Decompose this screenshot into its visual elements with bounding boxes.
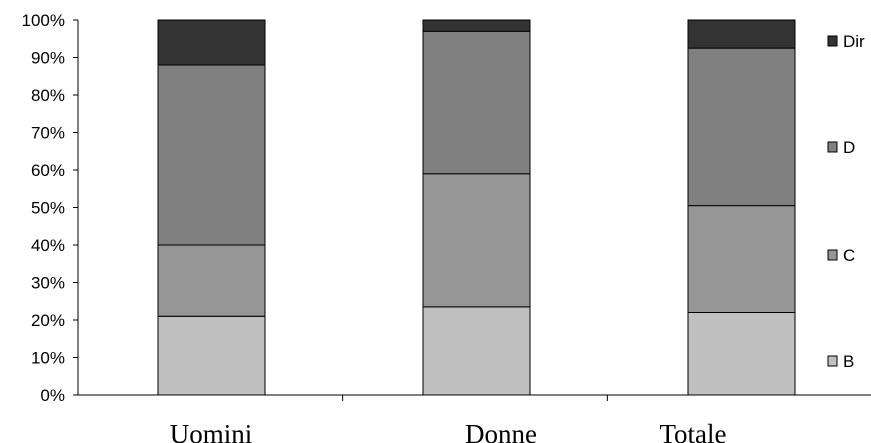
- bar-segment-dir-donne: [422, 19, 531, 32]
- category-label-uomini: Uomini: [170, 419, 253, 443]
- legend-swatch-b: [827, 355, 838, 367]
- y-tick-label: 30%: [31, 274, 65, 293]
- legend-swatch-d: [827, 141, 838, 153]
- legend-label-dir: Dir: [843, 32, 865, 51]
- y-tick-label: 60%: [31, 161, 65, 180]
- bars: [157, 19, 796, 396]
- x-axis: [78, 394, 871, 401]
- y-tick-label: 0%: [40, 386, 65, 405]
- legend-label-c: C: [843, 246, 855, 265]
- y-tick-label: 70%: [31, 124, 65, 143]
- legend: Dir D C B: [827, 32, 865, 371]
- y-tick-label: 10%: [31, 349, 65, 368]
- category-label-donne: Donne: [465, 419, 537, 443]
- bar-segment-c-donne: [422, 173, 531, 308]
- legend-swatch-c: [827, 249, 838, 261]
- legend-swatch-dir: [827, 35, 838, 47]
- y-tick-label: 80%: [31, 86, 65, 105]
- y-tick-label: 90%: [31, 49, 65, 68]
- y-tick-label: 20%: [31, 311, 65, 330]
- bar-segment-d-totale: [687, 47, 796, 207]
- legend-label-b: B: [843, 352, 854, 371]
- y-tick-label: 40%: [31, 236, 65, 255]
- bar-segment-d-donne: [422, 30, 531, 175]
- bar-segment-dir-totale: [687, 19, 796, 49]
- bar-segment-c-uomini: [157, 244, 266, 317]
- bar-segment-c-totale: [687, 205, 796, 313]
- bar-segment-b-totale: [687, 312, 796, 396]
- bar-segment-dir-uomini: [157, 19, 266, 66]
- y-tick-label: 100%: [22, 11, 65, 30]
- y-axis: 0% 10% 20% 30% 40% 50% 60% 70% 80% 90% 100%: [22, 11, 79, 405]
- category-label-totale: Totale: [659, 419, 726, 443]
- bar-segment-d-uomini: [157, 64, 266, 246]
- category-labels: Uomini Donne Totale: [170, 419, 727, 443]
- y-tick-label: 50%: [31, 199, 65, 218]
- bar-segment-b-donne: [422, 306, 531, 396]
- bar-segment-b-uomini: [157, 315, 266, 396]
- legend-label-d: D: [843, 138, 855, 157]
